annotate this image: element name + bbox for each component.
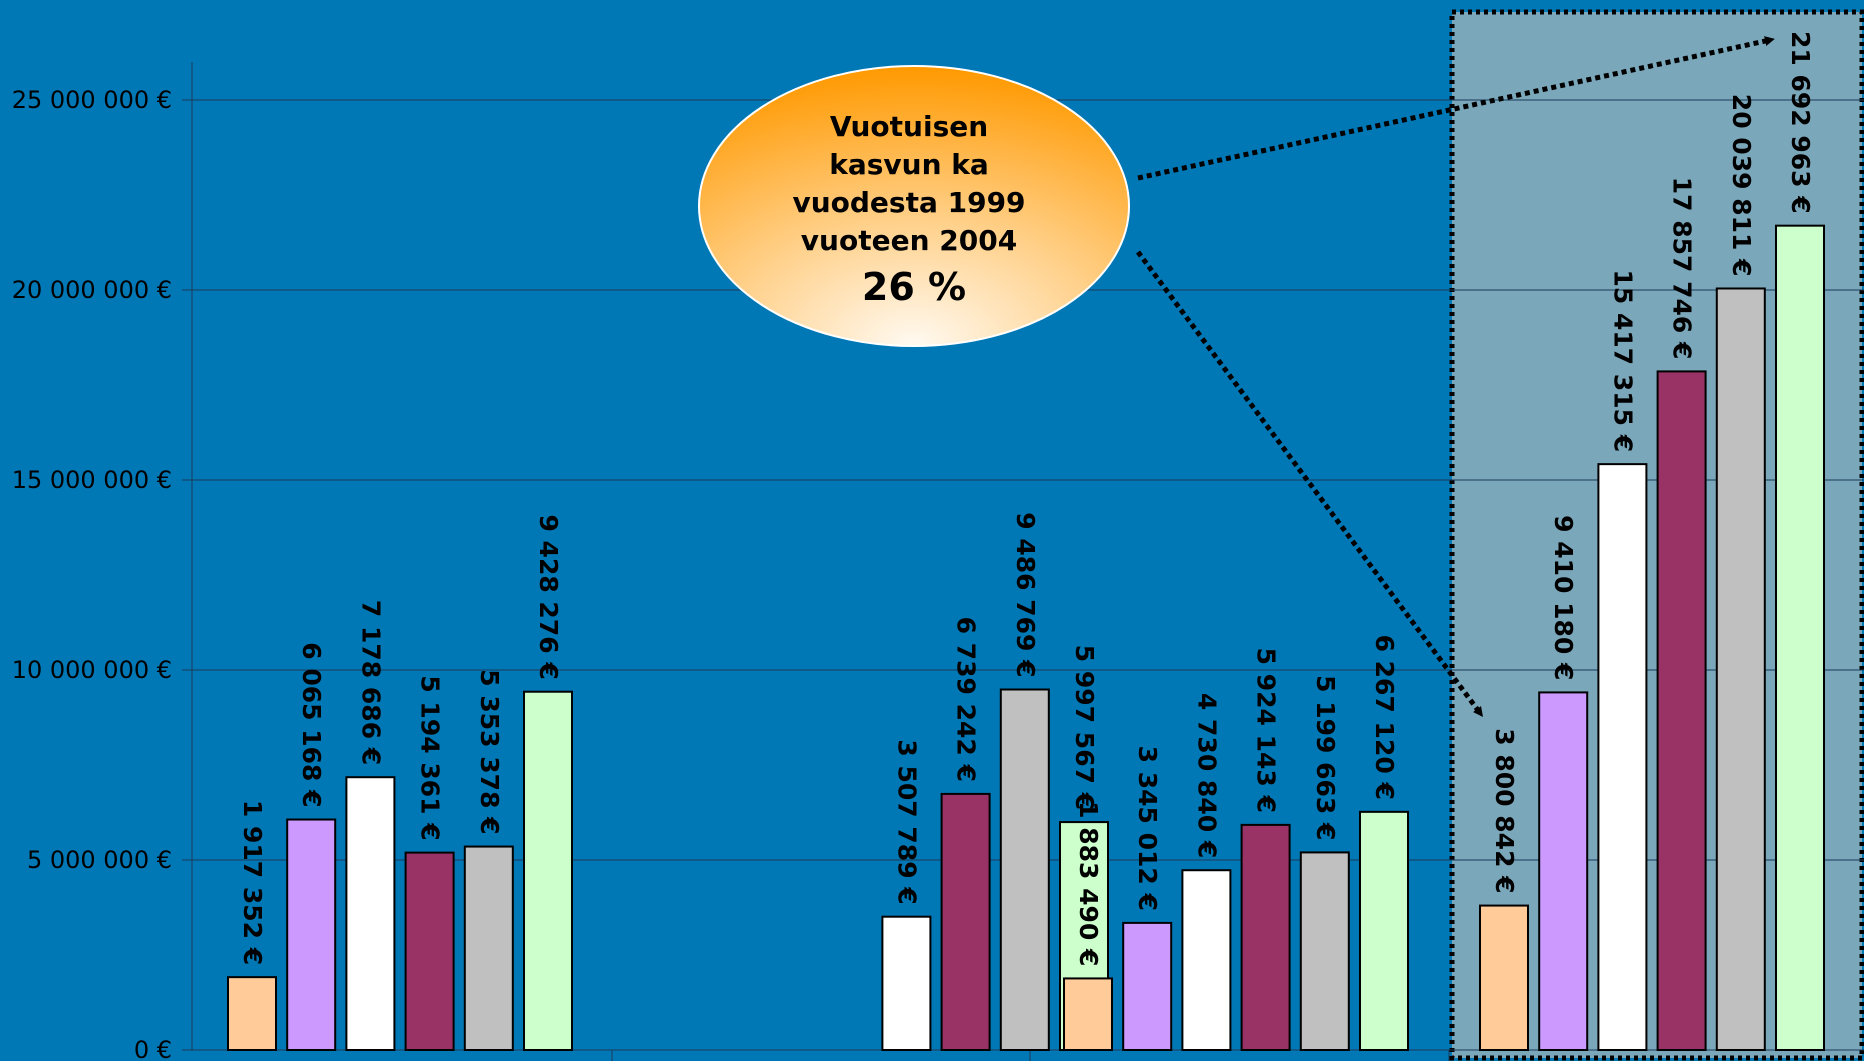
y-tick-label: 10 000 000 € — [12, 656, 172, 684]
bar-value-label: 5 924 143 € — [1252, 648, 1281, 813]
callout-line-3: vuodesta 1999 — [792, 186, 1025, 219]
callout-line-2: kasvun ka — [829, 148, 989, 181]
bar-value-label: 15 417 315 € — [1608, 269, 1637, 452]
bar — [1656, 370, 1707, 1051]
bar-value-label: 3 800 842 € — [1490, 728, 1519, 893]
bar — [227, 976, 277, 1051]
bar-value-label: 6 739 242 € — [952, 617, 981, 782]
bar — [1775, 224, 1825, 1051]
bar — [463, 845, 514, 1052]
bar-value-label: 1 917 352 € — [238, 800, 267, 965]
bar — [999, 688, 1050, 1052]
callout-value: 26 % — [862, 265, 966, 309]
bar-value-label: 6 267 120 € — [1370, 635, 1399, 800]
bar — [1122, 921, 1173, 1051]
y-tick-label: 20 000 000 € — [12, 276, 172, 304]
bars — [227, 224, 1825, 1052]
y-tick-label: 25 000 000 € — [12, 86, 172, 114]
bar — [1299, 851, 1350, 1051]
callout-line-4: vuoteen 2004 — [801, 224, 1017, 257]
bar-value-label: 17 857 746 € — [1668, 177, 1697, 360]
callout-arrow-bottom — [1135, 250, 1483, 718]
bar-value-label: 21 692 963 € — [1786, 31, 1815, 214]
bar-value-label: 3 507 789 € — [892, 739, 921, 904]
bar-value-label: 9 486 769 € — [1011, 512, 1040, 677]
bar-value-label: 1 883 490 € — [1074, 801, 1103, 966]
bar — [286, 818, 337, 1051]
y-tick-label: 5 000 000 € — [27, 846, 172, 874]
bar-value-label: 9 410 180 € — [1549, 515, 1578, 680]
bar — [1063, 977, 1113, 1051]
y-axis: 0 € 5 000 000 € 10 000 000 € 15 000 000 € 20… — [12, 62, 1864, 1061]
bar-value-label: 6 065 168 € — [297, 642, 326, 807]
bar-value-label: 5 353 378 € — [475, 669, 504, 834]
bar — [1240, 823, 1291, 1051]
bar-value-label: 5 194 361 € — [416, 675, 445, 840]
growth-callout: Vuotuisen kasvun ka vuodesta 1999 vuotee… — [698, 65, 1130, 347]
bar-value-label: 9 428 276 € — [534, 514, 563, 679]
callout-line-1: Vuotuisen — [830, 110, 988, 143]
bar-value-label: 7 178 686 € — [356, 600, 385, 765]
bar — [1538, 691, 1589, 1051]
bar-value-label: 5 997 567 € — [1070, 645, 1099, 810]
y-tick-label: 15 000 000 € — [12, 466, 172, 494]
bar — [940, 792, 991, 1051]
bar — [881, 915, 932, 1052]
bar — [404, 851, 455, 1051]
y-tick-label: 0 € — [134, 1036, 172, 1061]
bar-value-label: 4 730 840 € — [1192, 693, 1221, 858]
bar — [1479, 904, 1529, 1051]
bar-value-label: 20 039 811 € — [1727, 94, 1756, 277]
bar — [1181, 869, 1232, 1052]
bar — [1359, 810, 1409, 1051]
bar — [1715, 287, 1766, 1051]
bar — [523, 690, 573, 1051]
callout-bubble — [698, 65, 1130, 347]
bar-value-label: 5 199 663 € — [1311, 675, 1340, 840]
value-labels: 1 917 352 € 6 065 168 € 7 178 686 € 5 194 3… — [238, 31, 1815, 966]
bar — [1597, 463, 1648, 1051]
bar-value-label: 3 345 012 € — [1133, 746, 1162, 911]
bar — [345, 776, 396, 1052]
